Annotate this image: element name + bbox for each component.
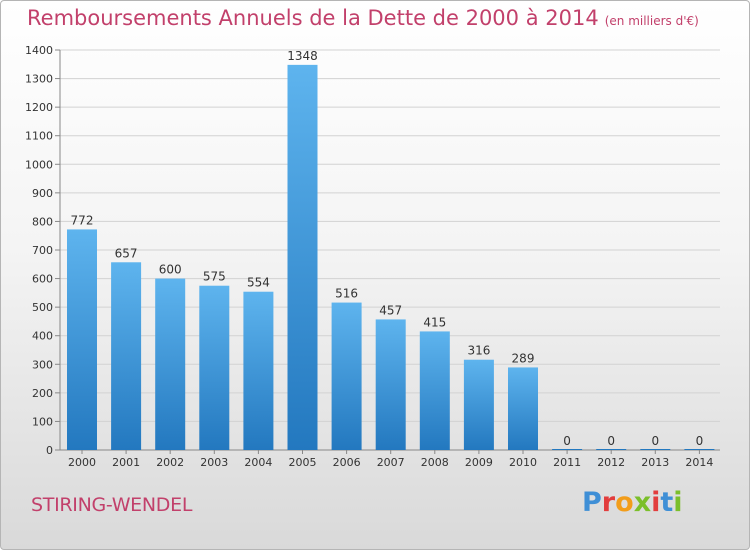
x-tick-labels: 2000 2001 2002 2003 2004 2005 2006 2007 2008 2009… — [68, 456, 713, 469]
bar — [375, 319, 406, 450]
y-tick-label: 300 — [32, 358, 53, 371]
data-label: 600 — [159, 263, 182, 277]
data-label: 0 — [651, 434, 659, 448]
x-tick-label: 2011 — [553, 456, 581, 469]
data-label: 0 — [563, 434, 571, 448]
bar — [463, 359, 494, 450]
bar — [199, 285, 230, 450]
bar — [287, 64, 318, 450]
x-tick-label: 2013 — [641, 456, 669, 469]
bar — [67, 229, 97, 450]
y-tick-label: 1200 — [25, 101, 53, 114]
logo-letter: x — [633, 487, 652, 518]
y-tick-label: 100 — [32, 415, 53, 428]
bar — [419, 331, 450, 450]
data-label: 0 — [607, 434, 615, 448]
chart-title: Remboursements Annuels de la Dette de 20… — [27, 6, 599, 30]
x-tick-label: 2001 — [112, 456, 140, 469]
logo-letter: r — [601, 487, 616, 518]
bar — [331, 302, 362, 450]
data-label: 1348 — [287, 49, 318, 63]
data-labels: 772 657 600 575 554 1348 516 457 415 316 289 0 0 0 0 — [71, 49, 704, 448]
chart-unit: (en milliers d'€) — [604, 14, 699, 28]
y-tick-label: 600 — [32, 273, 53, 286]
y-tick-label: 800 — [32, 215, 53, 228]
logo-letter: P — [582, 487, 602, 518]
proxiti-logo[interactable]: Proxiti — [582, 487, 683, 518]
x-tick-label: 2009 — [465, 456, 493, 469]
data-label: 316 — [467, 344, 490, 358]
x-tick-label: 2012 — [597, 456, 625, 469]
data-label: 575 — [203, 270, 226, 284]
x-tick-label: 2002 — [156, 456, 184, 469]
y-tick-label: 900 — [32, 187, 53, 200]
x-tick-label: 2003 — [200, 456, 228, 469]
bar — [111, 262, 142, 450]
data-label: 772 — [71, 213, 94, 227]
title-row: Remboursements Annuels de la Dette de 20… — [27, 6, 699, 30]
x-tick-label: 2007 — [377, 456, 405, 469]
x-tick-label: 2004 — [244, 456, 272, 469]
data-label: 554 — [247, 276, 270, 290]
y-tick-label: 1400 — [25, 44, 53, 57]
y-tick-label: 1300 — [25, 73, 53, 86]
y-tick-label: 0 — [46, 444, 53, 457]
x-tick-label: 2000 — [68, 456, 96, 469]
x-tick-label: 2010 — [509, 456, 537, 469]
bar — [243, 291, 274, 450]
y-tick-label: 500 — [32, 301, 53, 314]
y-tick-label: 700 — [32, 244, 53, 257]
bars — [67, 64, 715, 450]
y-tick-label: 400 — [32, 330, 53, 343]
data-label: 657 — [115, 246, 138, 260]
x-tick-label: 2005 — [289, 456, 317, 469]
bar — [155, 278, 186, 450]
y-tick-label: 1000 — [25, 158, 53, 171]
logo-letter: i — [673, 487, 683, 518]
data-label: 289 — [512, 351, 535, 365]
data-label: 0 — [696, 434, 704, 448]
y-tick-label: 200 — [32, 387, 53, 400]
logo-letter: i — [651, 487, 661, 518]
y-tick-label: 1100 — [25, 130, 53, 143]
data-label: 457 — [379, 303, 402, 317]
x-tick-label: 2006 — [333, 456, 361, 469]
bar — [508, 367, 538, 450]
commune-name: STIRING-WENDEL — [31, 494, 193, 516]
x-tick-label: 2008 — [421, 456, 449, 469]
y-tick-labels: 0 100 200 300 400 500 600 700 800 900 1000 1100 1200… — [25, 44, 53, 457]
logo-letter: t — [660, 487, 674, 518]
x-tick-label: 2014 — [685, 456, 713, 469]
data-label: 516 — [335, 287, 358, 301]
data-label: 415 — [423, 315, 446, 329]
logo-letter: o — [615, 487, 634, 518]
